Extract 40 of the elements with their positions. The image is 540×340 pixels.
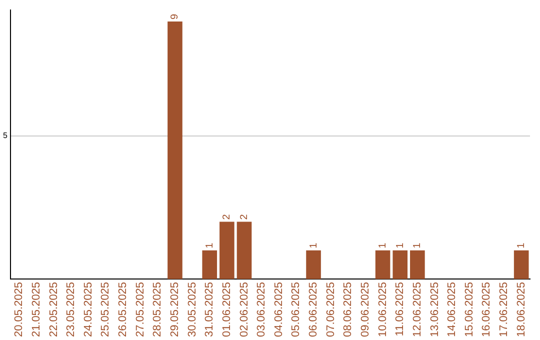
x-tick-label: 05.06.2025 — [290, 282, 302, 338]
x-tick-label: 25.05.2025 — [100, 282, 112, 338]
x-tick-label: 14.06.2025 — [446, 282, 458, 338]
x-tick-label: 15.06.2025 — [463, 282, 476, 338]
data-label: 9 — [170, 13, 181, 20]
x-tick-label: 29.05.2025 — [169, 282, 182, 338]
x-tick-label: 11.06.2025 — [394, 282, 406, 336]
x-tick-label: 07.06.2025 — [324, 282, 337, 338]
x-tick-label: 13.06.2025 — [428, 282, 441, 338]
y-tick-label: 5 — [2, 131, 8, 140]
x-tick-label: 31.05.2025 — [204, 282, 216, 338]
x-tick-label: 30.05.2025 — [186, 282, 198, 338]
x-tick-label: 16.06.2025 — [480, 282, 493, 338]
x-tick-label: 26.05.2025 — [117, 282, 130, 338]
x-tick-label: 09.06.2025 — [360, 282, 372, 338]
data-label: 1 — [516, 242, 528, 248]
x-tick-label: 23.05.2025 — [65, 282, 78, 338]
x-tick-label: 06.06.2025 — [308, 282, 320, 338]
data-label: 1 — [412, 242, 424, 248]
x-tick-label: 01.06.2025 — [220, 282, 233, 338]
data-label: 2 — [238, 214, 250, 220]
x-tick-label: 24.05.2025 — [82, 282, 94, 338]
x-tick-label: 12.06.2025 — [411, 282, 424, 338]
data-label: 1 — [394, 242, 406, 248]
x-tick-label: 18.06.2025 — [515, 282, 528, 338]
data-label: 2 — [222, 214, 233, 220]
data-label: 1 — [308, 242, 320, 248]
x-tick-label: 20.05.2025 — [13, 282, 26, 338]
x-tick-label: 28.05.2025 — [152, 282, 164, 338]
x-tick-label: 08.06.2025 — [342, 282, 354, 338]
x-tick-label: 02.06.2025 — [238, 282, 250, 338]
x-tick-label: 10.06.2025 — [376, 282, 389, 338]
x-tick-label: 03.06.2025 — [256, 282, 268, 338]
x-tick-label: 04.06.2025 — [272, 282, 285, 338]
data-label: 1 — [378, 242, 389, 248]
data-label: 1 — [204, 242, 216, 248]
x-tick-label: 22.05.2025 — [48, 282, 60, 338]
x-tick-label: 17.06.2025 — [498, 282, 510, 338]
x-tick-label: 27.05.2025 — [134, 282, 146, 338]
x-tick-label: 21.05.2025 — [30, 282, 42, 338]
